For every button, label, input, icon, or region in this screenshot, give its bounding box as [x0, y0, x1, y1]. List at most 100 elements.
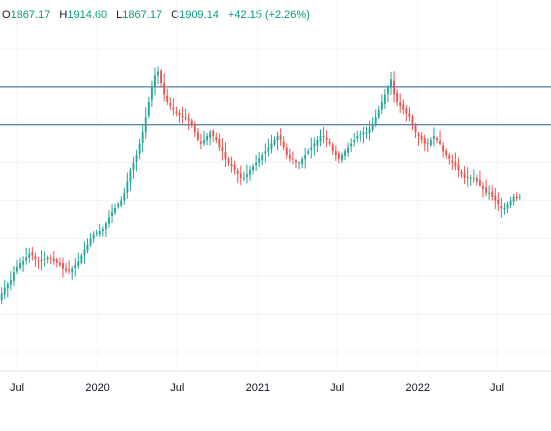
- candle-body: [203, 139, 205, 144]
- candle-body: [414, 125, 417, 133]
- x-tick-label: Jul: [10, 382, 24, 394]
- candle-body: [423, 138, 426, 144]
- open-label: O: [2, 9, 11, 21]
- candle-body: [218, 138, 221, 148]
- close-value: 1909.14: [179, 9, 219, 21]
- candle-body: [43, 259, 46, 261]
- candle-body: [475, 178, 478, 182]
- change-value: +42.15 (+2.26%): [227, 9, 310, 21]
- candle-body: [347, 147, 350, 153]
- candle-body: [141, 132, 144, 143]
- candle-body: [337, 153, 340, 159]
- candle-body: [282, 141, 285, 148]
- candle-body: [380, 101, 383, 110]
- horizontal-lines-layer[interactable]: [0, 86, 551, 126]
- candle-body: [58, 262, 61, 265]
- candle-body: [212, 130, 215, 137]
- candle-body: [331, 144, 334, 152]
- candle-body: [95, 232, 98, 234]
- candle-body: [365, 132, 368, 134]
- candle-body: [175, 111, 178, 114]
- candle-body: [503, 208, 506, 210]
- candle-body: [199, 141, 202, 144]
- candle-body: [89, 238, 92, 245]
- candle-body: [313, 143, 316, 147]
- candle-body: [279, 134, 282, 140]
- candle-body: [92, 234, 95, 239]
- candle-body: [285, 147, 288, 156]
- candle-body: [187, 117, 190, 121]
- candle-body: [307, 151, 310, 154]
- candle-body: [399, 102, 402, 106]
- candle-body: [111, 211, 113, 216]
- candle-body: [261, 155, 264, 161]
- candle-body: [83, 249, 86, 256]
- candle-body: [236, 170, 239, 174]
- open-value: 1867.17: [10, 9, 51, 21]
- candle-body: [55, 259, 58, 264]
- candle-body: [356, 136, 359, 139]
- candle-body: [359, 134, 362, 136]
- candle-body: [154, 75, 156, 88]
- candle-body: [144, 117, 147, 133]
- candle-body: [196, 132, 199, 140]
- candle-body: [460, 172, 463, 174]
- candle-body: [429, 139, 432, 146]
- candle-body: [344, 151, 346, 156]
- candle-body: [325, 137, 328, 140]
- candle-body: [454, 161, 457, 167]
- candle-body: [28, 253, 31, 258]
- candle-body: [478, 179, 481, 186]
- candle-body: [316, 139, 319, 146]
- close-label: C: [171, 9, 180, 21]
- low-value: 1867.17: [122, 9, 163, 21]
- candle-body: [9, 280, 12, 285]
- candle-body: [518, 196, 521, 198]
- candle-body: [224, 151, 227, 159]
- candle-body: [206, 136, 209, 141]
- candle-body: [485, 187, 488, 193]
- candle-body: [488, 192, 491, 194]
- candle-body: [463, 173, 466, 178]
- candle-body: [353, 139, 356, 143]
- candle-body: [295, 160, 297, 163]
- candle-body: [374, 117, 377, 125]
- candle-body: [169, 103, 172, 106]
- candle-body: [341, 155, 343, 161]
- candle-body: [350, 143, 353, 147]
- candle-body: [49, 257, 52, 260]
- x-tick-label: Jul: [170, 382, 184, 394]
- candle-body: [273, 139, 276, 145]
- candle-body: [494, 195, 497, 201]
- candle-body: [184, 117, 187, 119]
- candle-body: [135, 155, 138, 162]
- x-tick-label: 2020: [85, 382, 109, 394]
- candle-body: [469, 177, 472, 179]
- candle-body: [193, 124, 196, 133]
- candle-body: [396, 92, 399, 102]
- candle-body: [120, 200, 123, 206]
- candle-body: [3, 287, 6, 295]
- candle-body: [230, 163, 233, 167]
- candle-body: [432, 136, 435, 139]
- time-axis[interactable]: Jul 2020 Jul 2021 Jul 2022 Jul: [10, 382, 504, 394]
- candle-body: [420, 135, 423, 140]
- candle-body: [190, 120, 193, 125]
- high-label: H: [59, 9, 68, 21]
- candle-body: [6, 283, 9, 289]
- candle-body: [417, 133, 420, 137]
- candle-body: [22, 261, 25, 265]
- candle-body: [264, 151, 267, 154]
- candle-body: [68, 269, 71, 271]
- candle-body: [451, 160, 454, 163]
- grid-layer: [0, 0, 551, 371]
- candle-body: [319, 136, 322, 142]
- candle-body: [31, 252, 34, 256]
- candle-body: [322, 136, 325, 138]
- candle-body: [426, 143, 429, 145]
- candle-body: [466, 176, 469, 178]
- candle-body: [52, 258, 55, 262]
- candle-body: [445, 150, 448, 156]
